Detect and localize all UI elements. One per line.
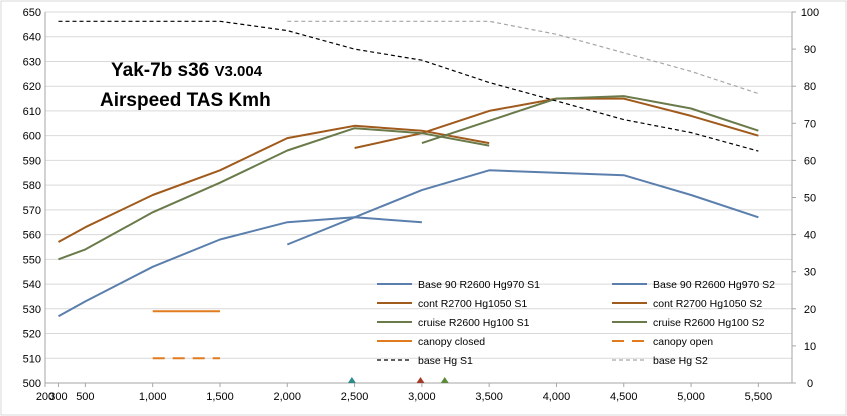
- x-tick-label: 300: [49, 391, 67, 403]
- legend-label: cont R2700 Hg1050 S1: [418, 298, 527, 310]
- y-right-tick-label: 30: [804, 267, 816, 279]
- y-left-tick-label: 530: [23, 304, 41, 316]
- y-right-tick-label: 20: [804, 304, 816, 316]
- chart-title-version: V3.004: [215, 63, 263, 80]
- y-left-tick-label: 520: [23, 329, 41, 341]
- legend-label: cont R2700 Hg1050 S2: [653, 298, 762, 310]
- series-line-5: [421, 95, 759, 145]
- y-right-tick-label: 10: [804, 341, 816, 353]
- y-right-tick-label: 40: [804, 230, 816, 242]
- x-tick-label: 3,500: [475, 391, 503, 403]
- marker-blue: [347, 377, 356, 383]
- chart-title: Yak-7b s36 V3.004: [111, 60, 263, 81]
- y-right-tick-label: 90: [804, 44, 816, 56]
- y-left-tick-label: 500: [23, 378, 41, 390]
- marker-green: [440, 377, 449, 383]
- series-line-8: [58, 20, 759, 152]
- y-right-tick-label: 50: [804, 193, 816, 205]
- x-tick-label: 500: [76, 391, 94, 403]
- y-left-tick-label: 570: [23, 205, 41, 217]
- x-tick-label: 5,000: [677, 391, 705, 403]
- y-right-tick-label: 70: [804, 118, 816, 130]
- legend-label: canopy open: [653, 336, 713, 348]
- y-right-tick-label: 100: [801, 7, 819, 19]
- y-left-tick-label: 560: [23, 230, 41, 242]
- y-left-tick-label: 650: [23, 7, 41, 19]
- y-left-tick-label: 580: [23, 180, 41, 192]
- y-left-tick-label: 540: [23, 279, 41, 291]
- x-tick-label: 2,000: [274, 391, 302, 403]
- x-tick-label: 3,000: [408, 391, 436, 403]
- x-tick-label: 5,500: [745, 391, 773, 403]
- x-tick-label: 1,500: [206, 391, 234, 403]
- x-tick-label: 200: [36, 391, 54, 403]
- y-right-tick-label: 0: [807, 378, 813, 390]
- chart-subtitle: Airspeed TAS Kmh: [100, 90, 271, 111]
- legend-label: cruise R2600 Hg100 S1: [418, 317, 530, 329]
- y-left-tick-label: 510: [23, 353, 41, 365]
- series-line-9: [287, 20, 759, 95]
- y-left-tick-label: 550: [23, 254, 41, 266]
- y-right-tick-label: 60: [804, 155, 816, 167]
- series-line-1: [286, 169, 759, 246]
- legend-label: Base 90 R2600 Hg970 S2: [653, 279, 775, 291]
- legend-label: cruise R2600 Hg100 S2: [653, 317, 765, 329]
- series-line-4: [58, 127, 490, 261]
- y-left-tick-label: 590: [23, 155, 41, 167]
- x-tick-label: 4,500: [610, 391, 638, 403]
- x-tick-label: 2,500: [341, 391, 369, 403]
- y-left-tick-label: 620: [23, 81, 41, 93]
- legend-label: Base 90 R2600 Hg970 S1: [418, 279, 540, 291]
- y-left-tick-label: 600: [23, 131, 41, 143]
- legend-label: base Hg S2: [653, 355, 708, 367]
- y-left-tick-label: 640: [23, 32, 41, 44]
- legend-label: canopy closed: [418, 336, 485, 348]
- y-left-tick-label: 610: [23, 106, 41, 118]
- series-line-2: [58, 124, 490, 243]
- marker-red: [416, 377, 425, 383]
- x-tick-label: 1,000: [139, 391, 167, 403]
- legend-label: base Hg S1: [418, 355, 473, 367]
- y-right-tick-label: 80: [804, 81, 816, 93]
- y-left-tick-label: 630: [23, 56, 41, 68]
- x-tick-label: 4,000: [543, 391, 571, 403]
